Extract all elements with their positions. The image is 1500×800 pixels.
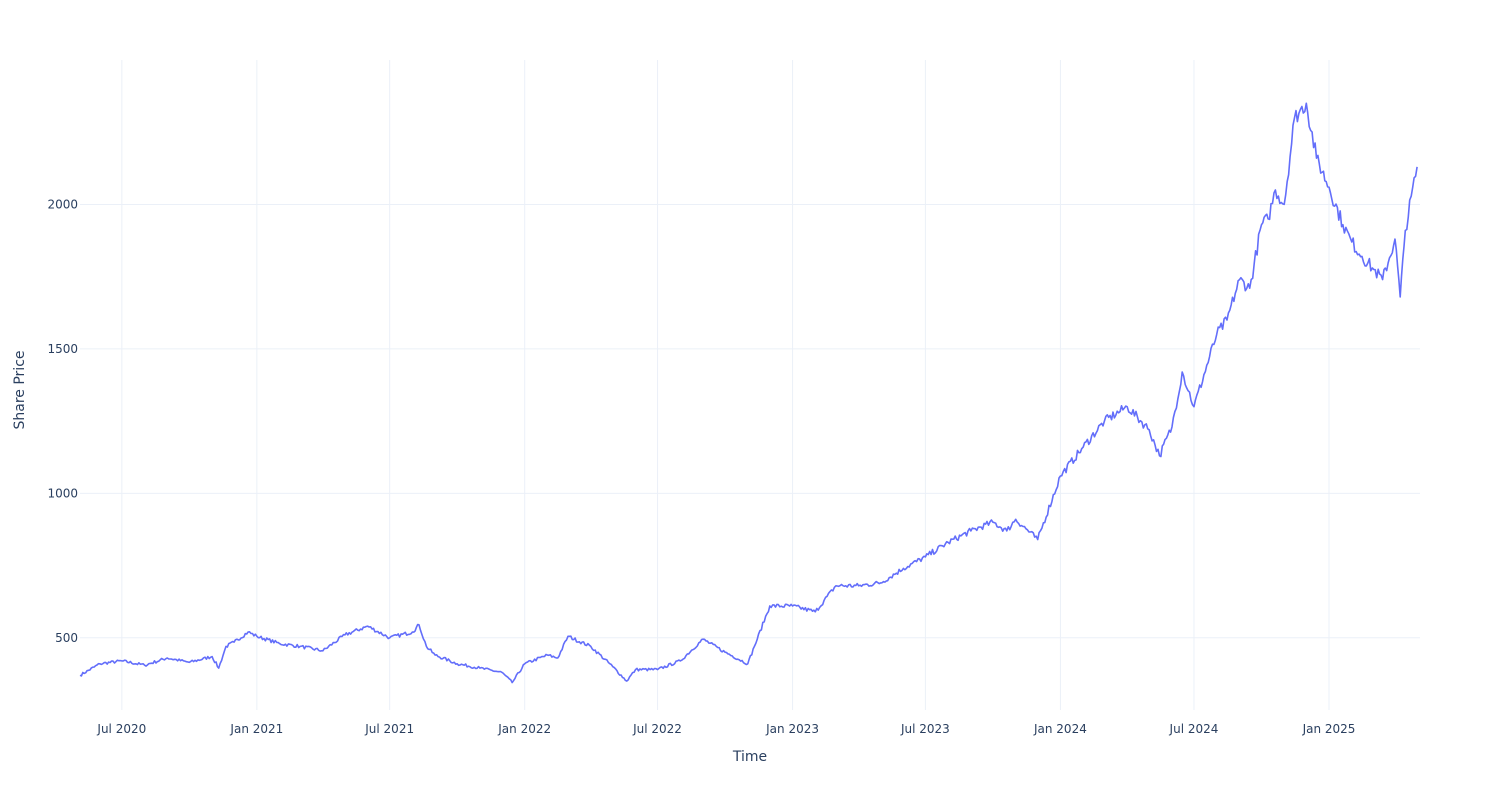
share-price-series-line bbox=[79, 102, 1418, 684]
x-axis-title: Time bbox=[732, 749, 767, 765]
x-tick-label: Jan 2022 bbox=[497, 722, 551, 736]
y-grid bbox=[80, 203, 1420, 639]
x-grid bbox=[121, 60, 1330, 710]
x-tick-label: Jul 2020 bbox=[96, 722, 146, 736]
plot-background bbox=[80, 60, 1420, 710]
x-tick-label: Jan 2025 bbox=[1302, 722, 1356, 736]
y-tick-label: 1000 bbox=[47, 486, 78, 500]
x-tick-label: Jul 2023 bbox=[900, 722, 950, 736]
x-tick-label: Jan 2023 bbox=[765, 722, 819, 736]
y-axis-title: Share Price bbox=[12, 350, 28, 429]
y-tick-label: 500 bbox=[55, 631, 78, 645]
x-tick-label: Jul 2024 bbox=[1169, 722, 1219, 736]
y-axis-ticks: 500 1000 1500 2000 bbox=[47, 197, 78, 644]
x-tick-label: Jul 2021 bbox=[364, 722, 414, 736]
x-tick-label: Jul 2022 bbox=[632, 722, 682, 736]
y-tick-label: 1500 bbox=[47, 342, 78, 356]
x-tick-label: Jan 2024 bbox=[1033, 722, 1087, 736]
x-axis-ticks: Jul 2020 Jan 2021 Jul 2021 Jan 2022 Jul 2022… bbox=[96, 722, 1355, 736]
x-tick-label: Jan 2021 bbox=[229, 722, 283, 736]
y-tick-label: 2000 bbox=[47, 197, 78, 211]
